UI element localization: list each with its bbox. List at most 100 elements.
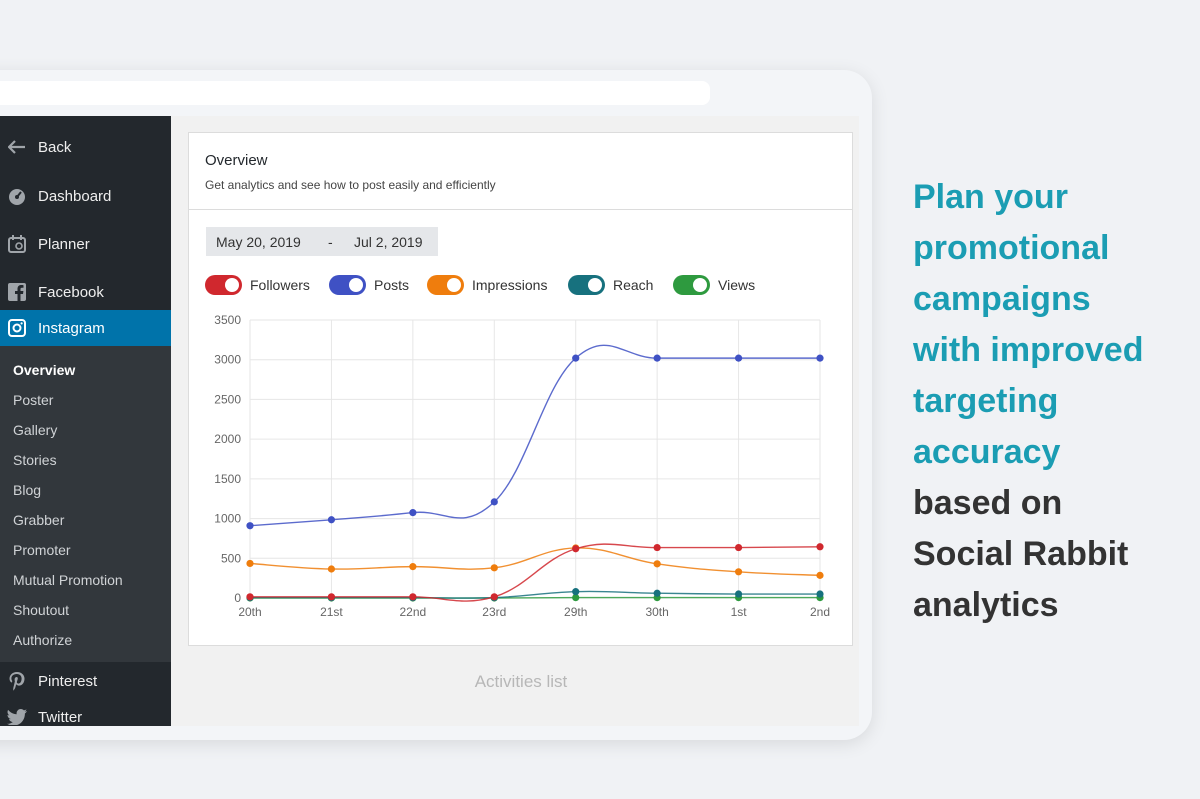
- data-point-followers: [734, 543, 743, 552]
- y-tick-label: 0: [234, 591, 241, 605]
- toggle-track: [205, 275, 242, 295]
- calendar-clock-icon: [7, 234, 27, 254]
- promo-line: promotional: [913, 229, 1110, 267]
- toggle-followers[interactable]: Followers: [205, 275, 310, 295]
- toggle-posts[interactable]: Posts: [329, 275, 409, 295]
- sidebar-item-dashboard[interactable]: Dashboard: [0, 178, 171, 214]
- instagram-icon: [7, 318, 27, 338]
- x-tick-label: 1st: [731, 605, 748, 619]
- data-point-impressions: [734, 568, 743, 576]
- sidebar-item-label: Dashboard: [38, 187, 112, 205]
- data-point-followers: [327, 593, 336, 601]
- sidebar-item-twitter[interactable]: Twitter: [0, 699, 171, 726]
- submenu-item-authorize[interactable]: Authorize: [13, 632, 73, 648]
- promo-line: with improved: [913, 331, 1144, 369]
- sidebar-item-label: Pinterest: [38, 672, 98, 690]
- facebook-icon: [7, 282, 27, 302]
- data-point-impressions: [816, 571, 824, 579]
- submenu-item-blog[interactable]: Blog: [13, 482, 42, 498]
- activities-list-heading: Activities list: [474, 672, 568, 691]
- sidebar-item-instagram[interactable]: Instagram: [0, 310, 171, 346]
- y-tick-label: 1000: [214, 512, 241, 526]
- toggle-reach[interactable]: Reach: [568, 275, 653, 295]
- sidebar-item-planner[interactable]: Planner: [0, 226, 171, 262]
- submenu-item-grabber[interactable]: Grabber: [13, 512, 65, 528]
- sidebar-item-pinterest[interactable]: Pinterest: [0, 663, 171, 699]
- page-subtitle: Get analytics and see how to post easily…: [205, 178, 496, 192]
- pinterest-icon: [7, 671, 27, 691]
- data-point-impressions: [327, 565, 336, 573]
- data-point-reach: [572, 588, 580, 596]
- data-point-followers: [246, 593, 254, 601]
- data-point-impressions: [409, 563, 417, 571]
- sidebar-item-label: Instagram: [38, 319, 105, 337]
- toggle-label: Posts: [374, 277, 410, 293]
- twitter-icon: [7, 707, 27, 726]
- x-tick-label: 22nd: [400, 605, 427, 619]
- sidebar-item-label: Twitter: [38, 708, 83, 726]
- sidebar: Back Dashboard Planner Facebook Instagra…: [0, 116, 171, 726]
- date-from: May 20, 2019: [216, 234, 301, 250]
- toggle-impressions[interactable]: Impressions: [427, 275, 547, 295]
- back-label: Back: [38, 138, 72, 156]
- data-point-followers: [409, 593, 417, 601]
- y-tick-label: 2000: [214, 432, 241, 446]
- toggle-views[interactable]: Views: [673, 275, 755, 295]
- x-tick-label: 23rd: [482, 605, 506, 619]
- toggle-track: [673, 275, 710, 295]
- submenu-item-stories[interactable]: Stories: [13, 452, 57, 468]
- promo-line: accuracy: [913, 433, 1061, 471]
- overview-panel: Overview Get analytics and see how to po…: [188, 132, 853, 646]
- data-point-posts: [653, 354, 661, 362]
- data-point-followers: [816, 543, 824, 551]
- toggle-label: Impressions: [472, 277, 548, 293]
- arrow-left-icon: [7, 137, 27, 157]
- data-point-posts: [409, 509, 417, 517]
- data-point-views: [572, 594, 580, 602]
- y-tick-label: 500: [221, 551, 241, 565]
- data-point-posts: [816, 354, 824, 362]
- data-point-posts: [246, 522, 254, 530]
- series-line-posts: [249, 344, 820, 527]
- x-tick-label: 21st: [320, 605, 343, 619]
- address-bar[interactable]: [0, 81, 710, 105]
- toggle-track: [568, 275, 605, 295]
- sidebar-item-facebook[interactable]: Facebook: [0, 274, 171, 310]
- toggle-label: Followers: [250, 277, 310, 293]
- sidebar-item-label: Facebook: [38, 283, 104, 301]
- x-tick-label: 20th: [238, 605, 261, 619]
- submenu-item-overview[interactable]: Overview: [13, 362, 76, 378]
- data-point-impressions: [653, 560, 661, 568]
- data-point-followers: [490, 593, 498, 601]
- submenu-item-poster[interactable]: Poster: [13, 392, 54, 408]
- panel-header: Overview Get analytics and see how to po…: [189, 133, 852, 210]
- sidebar-item-label: Planner: [38, 235, 90, 253]
- submenu-item-gallery[interactable]: Gallery: [13, 422, 58, 438]
- x-tick-label: 30th: [645, 605, 668, 619]
- x-tick-label: 2nd: [810, 605, 830, 619]
- series-line-reach: [249, 590, 821, 599]
- y-tick-label: 2500: [214, 392, 241, 406]
- x-tick-label: 29th: [564, 605, 587, 619]
- y-tick-label: 3500: [214, 313, 241, 327]
- promo-line: Plan your: [913, 178, 1068, 216]
- instagram-submenu: Overview Poster Gallery Stories Blog Gra…: [0, 346, 171, 662]
- toggle-label: Reach: [613, 277, 654, 293]
- page-title: Overview: [205, 152, 268, 169]
- dashboard-icon: [7, 186, 27, 206]
- promo-line: based on: [913, 484, 1063, 522]
- data-point-posts: [572, 354, 580, 362]
- submenu-item-shoutout[interactable]: Shoutout: [13, 602, 70, 618]
- back-link[interactable]: Back: [0, 129, 171, 165]
- date-range-picker[interactable]: May 20, 2019 - Jul 2, 2019: [206, 227, 438, 256]
- series-line-followers: [249, 543, 821, 602]
- date-separator: -: [328, 234, 333, 250]
- promo-line: Social Rabbit: [913, 535, 1129, 573]
- data-point-impressions: [490, 564, 498, 572]
- toggle-track: [427, 275, 464, 295]
- data-point-reach: [816, 590, 824, 598]
- submenu-item-promoter[interactable]: Promoter: [13, 542, 71, 558]
- toggle-label: Views: [718, 277, 756, 293]
- data-point-posts: [490, 498, 498, 506]
- submenu-item-mutual-promotion[interactable]: Mutual Promotion: [13, 572, 123, 588]
